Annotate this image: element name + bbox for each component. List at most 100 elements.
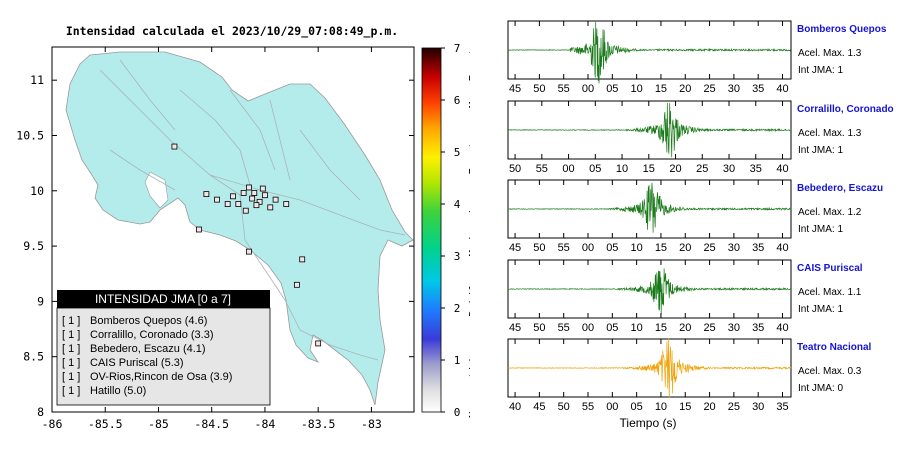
legend-entry: [ 1 ] CAIS Puriscal (5.3) [62, 357, 184, 369]
waveform-frame [507, 179, 792, 239]
station-layer [171, 143, 322, 347]
time-tick-label: 20 [679, 83, 691, 95]
station-marker [203, 191, 210, 198]
waveform-panel: 50 55 00 05 10 15 20 25 30 35 40 Corralillo, Corona… [507, 100, 894, 175]
station-int-jma: Int JMA: 1 [798, 304, 843, 315]
jma-colorbar: 0 1 2 3 4 5 6 7 No sentido Debil Moderado Fuerte Mu… [421, 42, 470, 419]
legend-entry-mark: [ 1 ] [62, 357, 80, 369]
station-marker [256, 198, 263, 205]
legend-header-bg [57, 290, 270, 308]
time-tick-label: 25 [703, 83, 715, 95]
waveform-panel: 45 50 55 00 05 10 15 20 25 30 35 40 Bomberos Quepos A… [507, 20, 887, 95]
legend-entry: [ 1 ] Bebedero, Escazu (4.1) [62, 343, 206, 355]
legend-entry-mark: [ 1 ] [62, 343, 80, 355]
map-axes: -86 -85.5 -85 -84.5 -84 -83.5 -83 11 10.5 10 9.5 9 8… [16, 47, 414, 431]
station-acel-max: Acel. Max. 1.3 [798, 128, 862, 139]
time-tick-label: 45 [509, 242, 521, 254]
lon-tick-label: -85.5 [88, 417, 123, 431]
time-tick-label: 25 [703, 242, 715, 254]
waveform-frame [507, 20, 792, 80]
waveform-trace [507, 268, 792, 315]
legend-entry-mark: [ 1 ] [62, 385, 80, 397]
station-marker [299, 256, 306, 263]
lon-tick-label: -86 [42, 417, 63, 431]
station-marker [293, 281, 300, 288]
station-acel-max: Acel. Max. 1.1 [798, 287, 862, 298]
time-tick-label: 05 [631, 401, 643, 413]
time-tick-label: 15 [655, 83, 667, 95]
time-tick-label: 35 [750, 163, 762, 175]
lat-tick-label: 9.5 [23, 239, 44, 253]
time-tick-label: 30 [728, 83, 740, 95]
legend-entry: [ 1 ] Corralillo, Coronado (3.3) [62, 329, 214, 341]
station-legend: INTENSIDAD JMA [0 a 7] [ 1 ] Bomberos Que… [56, 290, 271, 406]
time-tick-label: 55 [582, 401, 594, 413]
colorbar-label: Fuerte [467, 135, 470, 175]
lat-tick-label: 8 [37, 405, 44, 419]
station-marker [262, 192, 268, 199]
station-marker [315, 340, 322, 347]
station-int-jma: Int JMA: 1 [798, 65, 843, 76]
legend-body-bg [56, 307, 271, 406]
time-tick-label: 00 [606, 401, 618, 413]
waveform-trace [508, 182, 792, 233]
nicoya-gulf [144, 171, 169, 209]
wave-xlabel: Tiempo (s) [620, 416, 677, 430]
time-tick-label: 55 [536, 163, 548, 175]
waveform-frame [507, 338, 792, 398]
lat-tick-label: 9 [37, 294, 44, 308]
waveform-trace [507, 21, 792, 84]
waveform-frame [507, 100, 792, 160]
station-int-jma: Int JMA: 1 [798, 145, 843, 156]
time-tick-label: 35 [752, 83, 764, 95]
time-tick-label: 50 [509, 163, 521, 175]
station-marker [171, 143, 178, 150]
time-tick-label: 30 [728, 242, 740, 254]
station-marker [249, 195, 256, 202]
lon-tick-label: -84.5 [194, 417, 229, 431]
time-tick-label: 40 [776, 83, 788, 95]
waveform-trace [507, 338, 792, 398]
station-name: CAIS Puriscal [797, 263, 863, 274]
time-tick-label: 00 [582, 83, 594, 95]
time-tick-label: 10 [655, 401, 667, 413]
waveform-frame [507, 259, 792, 319]
time-tick-label: 35 [752, 322, 764, 334]
time-tick-label: 25 [696, 163, 708, 175]
time-tick-label: 15 [643, 163, 655, 175]
time-tick-label: 10 [631, 83, 643, 95]
map-title: Intensidad calculada el 2023/10/29_07:08… [66, 24, 398, 39]
time-tick-label: 50 [533, 83, 545, 95]
time-tick-label: 00 [562, 163, 574, 175]
time-tick-label: 20 [679, 242, 691, 254]
station-marker [235, 201, 242, 207]
lon-tick-label: -85 [148, 417, 169, 431]
waveform-panel: 40 45 50 55 00 05 10 15 20 25 30 35 Teatro Nacional A… [507, 338, 871, 413]
station-name: Teatro Nacional [797, 342, 871, 353]
colorbar-label: Debil [467, 283, 470, 316]
lon-tick-label: -84 [255, 417, 276, 431]
station-acel-max: Acel. Max. 1.3 [798, 48, 862, 59]
colorbar-label: No sentido [467, 352, 470, 418]
time-tick-label: 15 [655, 242, 667, 254]
legend-entry-mark: [ 1 ] [62, 371, 80, 383]
lat-tick-label: 10 [30, 184, 44, 198]
station-marker [196, 226, 202, 233]
lat-tick-label: 10.5 [16, 128, 44, 142]
station-marker [240, 190, 247, 196]
time-tick-label: 40 [776, 322, 788, 334]
legend-entry-text: Corralillo, Coronado (3.3) [90, 329, 214, 341]
station-marker [224, 201, 231, 207]
lat-tick-label: 11 [30, 73, 44, 87]
time-tick-label: 00 [582, 322, 594, 334]
time-tick-label: 10 [631, 242, 643, 254]
lat-tick-label: 8.5 [23, 350, 44, 364]
station-marker [283, 201, 290, 207]
legend-entry: [ 1 ] Bomberos Quepos (4.6) [62, 315, 207, 327]
legend-entry-text: OV-Rios,Rincon de Osa (3.9) [90, 371, 232, 383]
station-acel-max: Acel. Max. 0.3 [798, 366, 862, 377]
time-tick-label: 45 [533, 401, 545, 413]
station-int-jma: Int JMA: 0 [798, 383, 843, 394]
lon-tick-label: -83.5 [301, 417, 336, 431]
time-tick-label: 05 [589, 163, 601, 175]
